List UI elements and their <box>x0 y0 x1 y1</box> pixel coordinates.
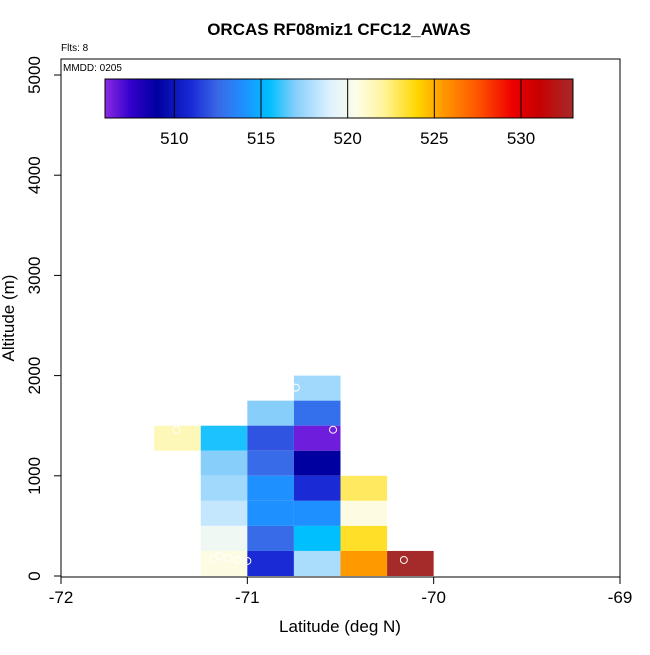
heatmap-cell <box>340 475 388 501</box>
heatmap-cell <box>200 500 248 526</box>
heatmap-cell <box>247 525 294 551</box>
heatmap-cell <box>200 425 248 451</box>
plot-frame <box>60 58 621 578</box>
flights-annotation: Flts: 8 <box>61 43 89 54</box>
y-tick-label: 2000 <box>25 357 44 395</box>
x-tick-label: -72 <box>49 588 74 607</box>
chart-title: ORCAS RF08miz1 CFC12_AWAS <box>207 20 471 39</box>
y-axis-label: Altitude (m) <box>0 275 18 362</box>
y-axis: 0 1000 2000 3000 4000 5000 <box>25 56 61 581</box>
heatmap-cell <box>247 475 294 501</box>
heatmap-cell <box>387 550 434 576</box>
heatmap-cell <box>293 450 341 476</box>
y-tick-label: 0 <box>25 571 44 580</box>
y-tick-label: 3000 <box>25 256 44 294</box>
heatmap-cell <box>340 550 388 576</box>
heatmap-cell <box>293 475 341 501</box>
sample-marker <box>399 555 408 564</box>
colorbar-tick-label: 515 <box>247 129 275 148</box>
x-tick-label: -69 <box>608 588 633 607</box>
heatmap-cell <box>247 550 294 576</box>
sample-marker <box>329 425 338 434</box>
colorbar-ticks: 510 515 520 525 530 <box>160 79 535 148</box>
colorbar: 510 515 520 525 530 <box>104 78 574 148</box>
heatmap-cell <box>247 425 294 451</box>
heatmap-cell <box>154 425 201 451</box>
heatmap-cell <box>247 450 294 476</box>
heatmap-cell <box>200 475 248 501</box>
heatmap-cell <box>293 375 341 401</box>
heatmap-cell <box>293 500 341 526</box>
heatmap-cell <box>293 425 341 451</box>
date-annotation: MMDD: 0205 <box>63 63 122 74</box>
y-tick-label: 4000 <box>25 156 44 194</box>
heatmap-cell <box>200 450 248 476</box>
sample-marker <box>224 553 233 562</box>
x-tick-label: -71 <box>235 588 260 607</box>
sample-marker <box>291 383 300 392</box>
colorbar-tick-label: 520 <box>333 129 361 148</box>
y-tick-label: 5000 <box>25 56 44 94</box>
colorbar-tick-label: 525 <box>420 129 448 148</box>
heatmap-cell <box>200 525 248 551</box>
heatmap-cell <box>293 525 341 551</box>
heatmap-cell <box>293 400 341 426</box>
heatmap-cell <box>247 500 294 526</box>
colorbar-tick-label: 530 <box>507 129 535 148</box>
heatmap-cell <box>200 550 248 576</box>
colorbar-gradient <box>104 78 574 119</box>
sample-marker <box>234 555 243 564</box>
sample-marker <box>172 425 181 434</box>
colorbar-tick-label: 510 <box>160 129 188 148</box>
sample-marker <box>243 556 252 565</box>
x-axis: -72 -71 -70 -69 <box>49 577 633 607</box>
x-axis-label: Latitude (deg N) <box>279 617 401 636</box>
heatmap-cell <box>293 550 341 576</box>
heatmap-cell <box>340 500 388 526</box>
sample-marker <box>215 551 224 560</box>
heatmap-cells <box>154 375 434 576</box>
heatmap-cell <box>247 400 294 426</box>
sample-markers <box>172 383 408 565</box>
heatmap-cell <box>340 525 388 551</box>
y-tick-label: 1000 <box>25 457 44 495</box>
x-tick-label: -70 <box>421 588 446 607</box>
